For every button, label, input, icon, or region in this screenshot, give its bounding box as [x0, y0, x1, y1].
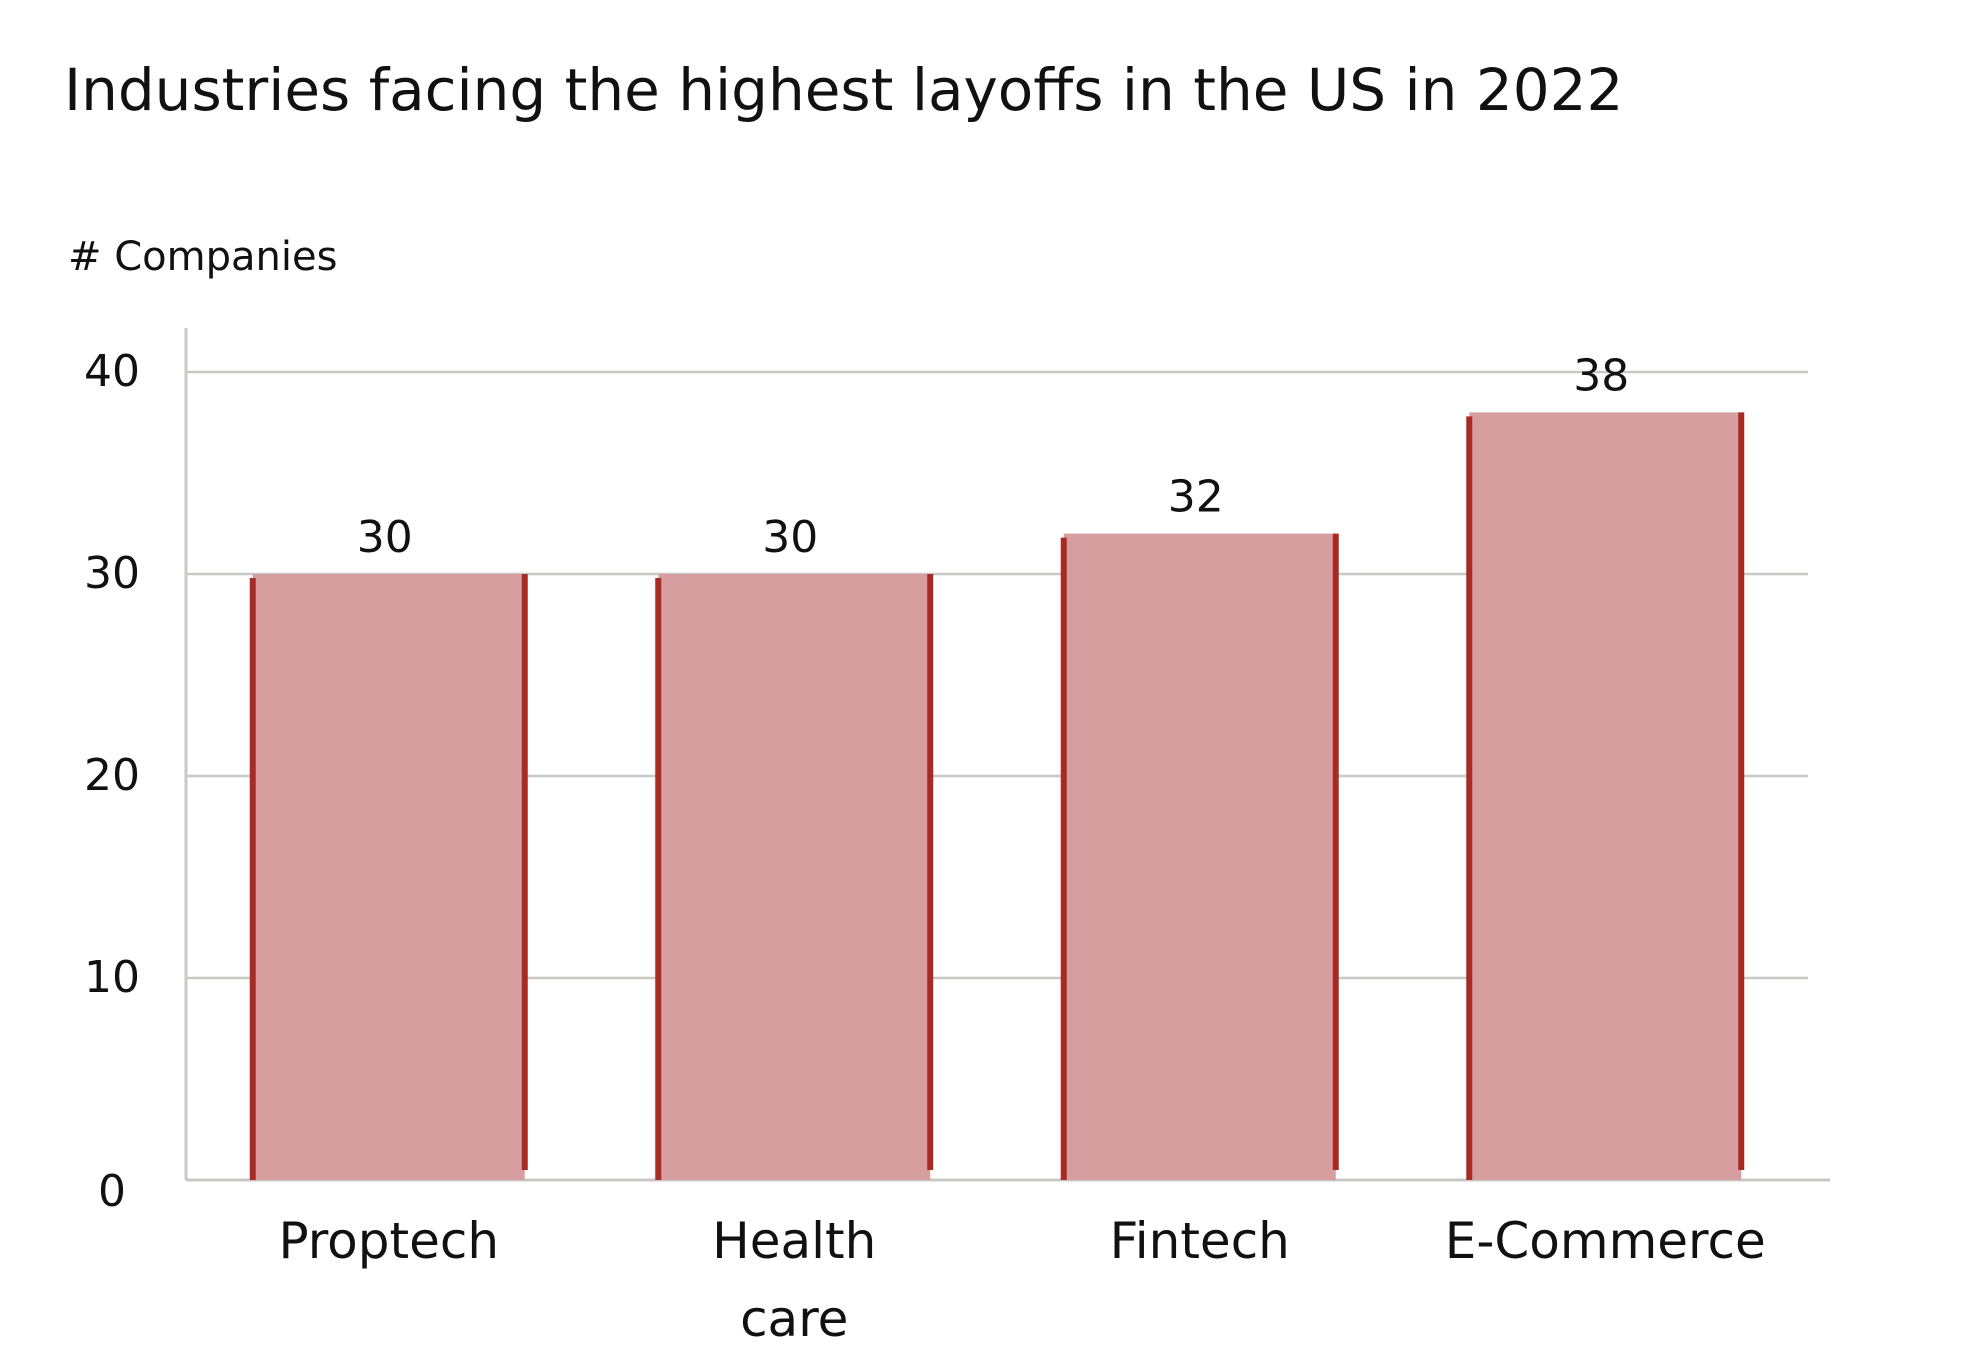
data-label: 32	[1168, 472, 1224, 523]
data-label: 30	[357, 512, 413, 563]
x-tick-label: care	[740, 1290, 848, 1348]
y-tick-label: 40	[84, 346, 140, 397]
x-tick-label: E-Commerce	[1445, 1212, 1766, 1270]
data-label: 30	[762, 512, 818, 563]
x-tick-label: Fintech	[1110, 1212, 1290, 1270]
bar	[252, 574, 525, 1180]
y-tick-label: 20	[84, 750, 140, 801]
bar	[1063, 533, 1336, 1180]
bar	[1469, 412, 1742, 1180]
y-tick-label: 30	[84, 548, 140, 599]
x-tick-label: Health	[712, 1212, 876, 1270]
x-tick-label: Proptech	[278, 1212, 499, 1270]
y-axis-label: # Companies	[68, 234, 337, 280]
chart-title: Industries facing the highest layoffs in…	[64, 56, 1623, 124]
data-label: 38	[1573, 350, 1629, 401]
bars	[249, 412, 1745, 1180]
labels: 0 10 20 30 40 30 Proptech 30 Health care 32 Fintech…	[84, 346, 1766, 1348]
bar	[658, 574, 931, 1180]
y-tick-label: 10	[84, 952, 140, 1003]
y-tick-label: 0	[98, 1166, 126, 1217]
